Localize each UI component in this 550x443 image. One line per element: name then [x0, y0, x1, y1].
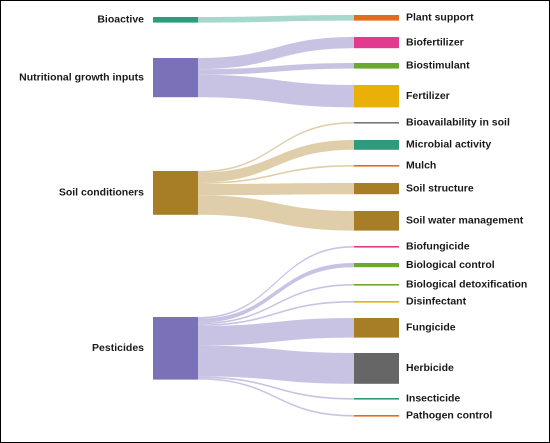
link-pesticides-to-bio_detox: [198, 284, 354, 325]
target-node-herbicide: [354, 353, 399, 384]
target-label-bio_detox: Biological detoxification: [406, 279, 527, 291]
link-nutritional-to-fertilizer: [198, 74, 354, 108]
target-label-pathogen: Pathogen control: [406, 410, 492, 422]
target-label-fungicide: Fungicide: [406, 322, 456, 334]
target-label-bioavailability: Bioavailability in soil: [406, 117, 510, 129]
source-node-nutritional: [153, 58, 198, 98]
target-node-plant_support: [354, 15, 399, 21]
source-node-bioactive: [153, 17, 198, 23]
link-pesticides-to-disinfectant: [198, 301, 354, 326]
link-bioactive-to-plant_support: [198, 15, 354, 23]
target-node-soil_water: [354, 211, 399, 231]
link-pesticides-to-fungicide: [198, 318, 354, 346]
target-node-disinfectant: [354, 301, 399, 303]
source-node-pesticides: [153, 317, 198, 380]
source-label-soil_cond: Soil conditioners: [59, 187, 144, 199]
link-pesticides-to-biofungicide: [198, 246, 354, 319]
target-label-herbicide: Herbicide: [406, 362, 454, 374]
nodes-layer: [153, 15, 399, 417]
links-layer: [198, 15, 354, 417]
target-node-fertilizer: [354, 85, 399, 108]
target-label-soil_structure: Soil structure: [406, 182, 474, 194]
target-node-bio_control: [354, 263, 399, 268]
target-label-soil_water: Soil water management: [406, 215, 524, 227]
target-node-pathogen: [354, 415, 399, 417]
target-label-mulch: Mulch: [406, 160, 436, 172]
target-node-biostimulant: [354, 63, 399, 69]
target-node-biofertilizer: [354, 37, 399, 49]
target-label-fertilizer: Fertilizer: [406, 90, 450, 102]
source-label-nutritional: Nutritional growth inputs: [19, 71, 144, 83]
target-node-fungicide: [354, 318, 399, 338]
link-nutritional-to-biostimulant: [198, 63, 354, 75]
target-node-bioavailability: [354, 122, 399, 124]
target-node-soil_structure: [354, 183, 399, 195]
source-node-soil_cond: [153, 171, 198, 215]
link-soil_cond-to-soil_water: [198, 195, 354, 231]
target-node-bio_detox: [354, 284, 399, 286]
target-label-plant_support: Plant support: [406, 12, 474, 24]
link-nutritional-to-biofertilizer: [198, 37, 354, 70]
link-pesticides-to-herbicide: [198, 345, 354, 384]
target-label-biostimulant: Biostimulant: [406, 60, 470, 72]
link-pesticides-to-bio_control: [198, 263, 354, 323]
source-label-pesticides: Pesticides: [92, 342, 144, 354]
target-node-insecticide: [354, 398, 399, 400]
link-soil_cond-to-soil_structure: [198, 183, 354, 196]
labels-layer: Bioactive Nutritional growth inputs Soil c…: [19, 12, 527, 422]
link-pesticides-to-insecticide: [198, 376, 354, 400]
target-label-disinfectant: Disinfectant: [406, 296, 467, 308]
link-soil_cond-to-bioavailability: [198, 122, 354, 173]
link-soil_cond-to-mulch: [198, 165, 354, 184]
source-label-bioactive: Bioactive: [97, 14, 144, 26]
target-label-biofungicide: Biofungicide: [406, 241, 470, 253]
link-pesticides-to-pathogen: [198, 378, 354, 417]
target-label-microbial: Microbial activity: [406, 139, 491, 151]
target-label-bio_control: Biological control: [406, 259, 495, 271]
target-label-insecticide: Insecticide: [406, 393, 460, 405]
target-node-mulch: [354, 165, 399, 167]
target-node-biofungicide: [354, 246, 399, 248]
link-soil_cond-to-microbial: [198, 140, 354, 183]
target-label-biofertilizer: Biofertilizer: [406, 36, 464, 48]
target-node-microbial: [354, 140, 399, 150]
